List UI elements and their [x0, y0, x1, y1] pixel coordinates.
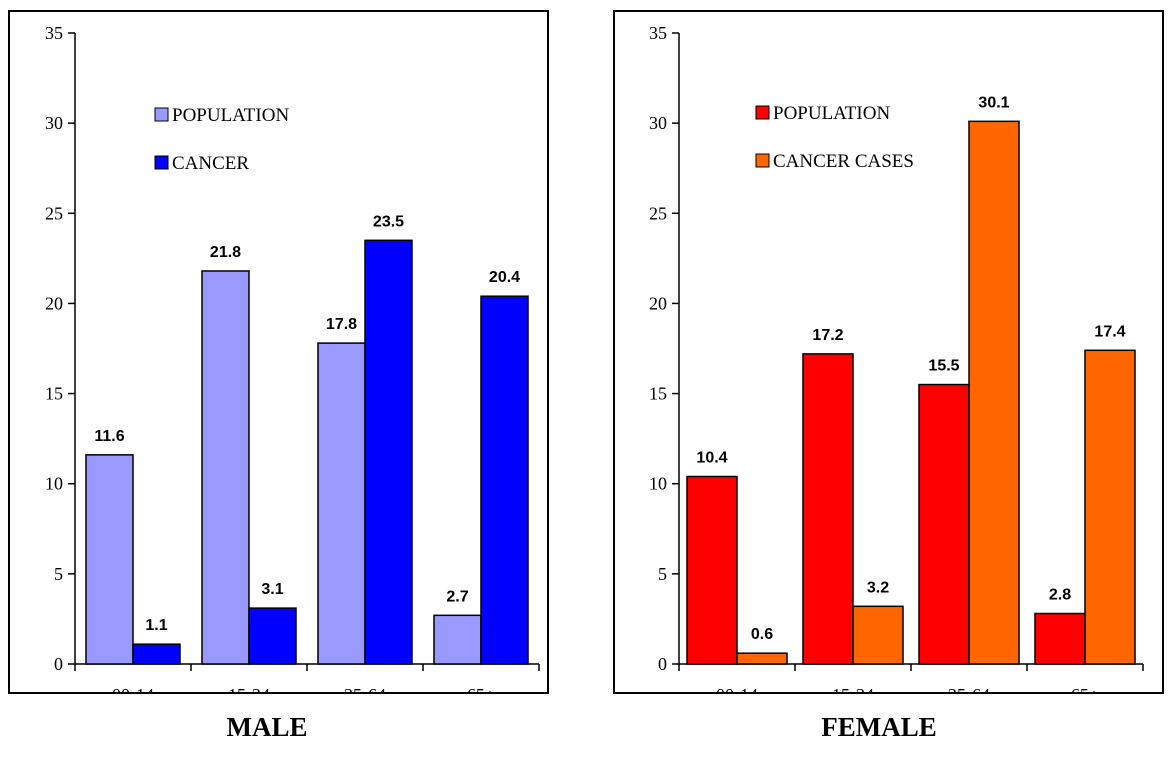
bar-population-15-34: [201, 270, 250, 665]
bar-population-35-64: [918, 383, 970, 665]
male-chart: 0 5 10 15 20 25 30 35 11.6 1.1 00-14 21.8 3.1 15-34 17…: [45, 23, 540, 692]
x-tick-label: 65+: [467, 685, 495, 692]
data-label: 30.1: [978, 94, 1009, 111]
data-label: 23.5: [373, 213, 404, 230]
bar-population-15-34: [802, 353, 854, 665]
y-tick-label: 35: [45, 23, 63, 43]
legend-label: CANCER: [172, 153, 249, 174]
y-tick-label: 25: [45, 203, 63, 223]
x-tick-label: 15-34: [228, 685, 270, 692]
data-label: 21.8: [210, 244, 241, 261]
bar-cancer-cases-15-34: [852, 605, 904, 665]
legend-label: POPULATION: [773, 103, 890, 124]
legend-label: POPULATION: [172, 105, 289, 126]
data-label: 3.1: [261, 581, 283, 598]
y-tick-label: 10: [649, 474, 667, 494]
y-tick-label: 15: [45, 384, 63, 404]
male-chart-title: MALE: [226, 712, 308, 742]
bar-cancer-cases-00-14: [736, 652, 788, 665]
bar-cancer-35-64: [364, 239, 413, 665]
male-chart-panel: 0 5 10 15 20 25 30 35 11.6 1.1 00-14 21.8 3.1 15-34 17…: [8, 10, 549, 694]
y-tick-label: 30: [649, 113, 667, 133]
data-label: 2.8: [1049, 587, 1071, 604]
legend-swatch: [154, 107, 169, 122]
legend-swatch: [154, 155, 169, 170]
bar-cancer-cases-65+: [1084, 349, 1136, 665]
y-tick-label: 10: [45, 474, 63, 494]
y-tick-label: 15: [649, 384, 667, 404]
x-tick-label: 15-34: [832, 685, 874, 692]
bar-cancer-cases-35-64: [968, 120, 1020, 665]
data-label: 20.4: [489, 269, 520, 286]
data-label: 15.5: [928, 358, 959, 375]
y-tick-label: 30: [45, 113, 63, 133]
data-label: 0.6: [751, 626, 773, 643]
bar-population-65+: [1034, 612, 1086, 665]
data-label: 3.2: [867, 579, 889, 596]
y-tick-label: 25: [649, 203, 667, 223]
bar-cancer-65+: [480, 295, 529, 665]
data-label: 17.2: [812, 327, 843, 344]
y-tick-label: 0: [658, 654, 667, 674]
y-tick-label: 5: [54, 564, 63, 584]
x-tick-label: 35-64: [344, 685, 386, 692]
data-label: 17.4: [1094, 323, 1125, 340]
data-label: 11.6: [94, 428, 124, 445]
y-tick-label: 0: [54, 654, 63, 674]
data-label: 2.7: [446, 588, 468, 605]
bar-population-00-14: [686, 475, 738, 665]
x-tick-label: 00-14: [112, 685, 154, 692]
y-tick-label: 20: [649, 293, 667, 313]
y-tick-label: 5: [658, 564, 667, 584]
legend-swatch: [755, 153, 770, 168]
bar-population-35-64: [317, 342, 366, 665]
legend-swatch: [755, 105, 770, 120]
bar-cancer-00-14: [132, 643, 181, 665]
female-chart: 0 5 10 15 20 25 30 35 10.4 0.6 00-14 17.2 3.2 15-34 15…: [649, 23, 1144, 692]
data-label: 1.1: [145, 617, 167, 634]
bar-population-00-14: [85, 454, 134, 665]
legend-label: CANCER CASES: [773, 151, 914, 172]
female-chart-panel: 0 5 10 15 20 25 30 35 10.4 0.6 00-14 17.2 3.2 15-34 15…: [613, 10, 1164, 694]
x-tick-label: 65+: [1071, 685, 1099, 692]
data-label: 17.8: [326, 316, 357, 333]
y-tick-label: 20: [45, 293, 63, 313]
bar-cancer-15-34: [248, 607, 297, 665]
data-label: 10.4: [696, 450, 727, 467]
x-tick-label: 35-64: [948, 685, 990, 692]
bar-population-65+: [433, 614, 482, 665]
x-tick-label: 00-14: [716, 685, 758, 692]
y-tick-label: 35: [649, 23, 667, 43]
female-chart-title: FEMALE: [821, 712, 937, 742]
